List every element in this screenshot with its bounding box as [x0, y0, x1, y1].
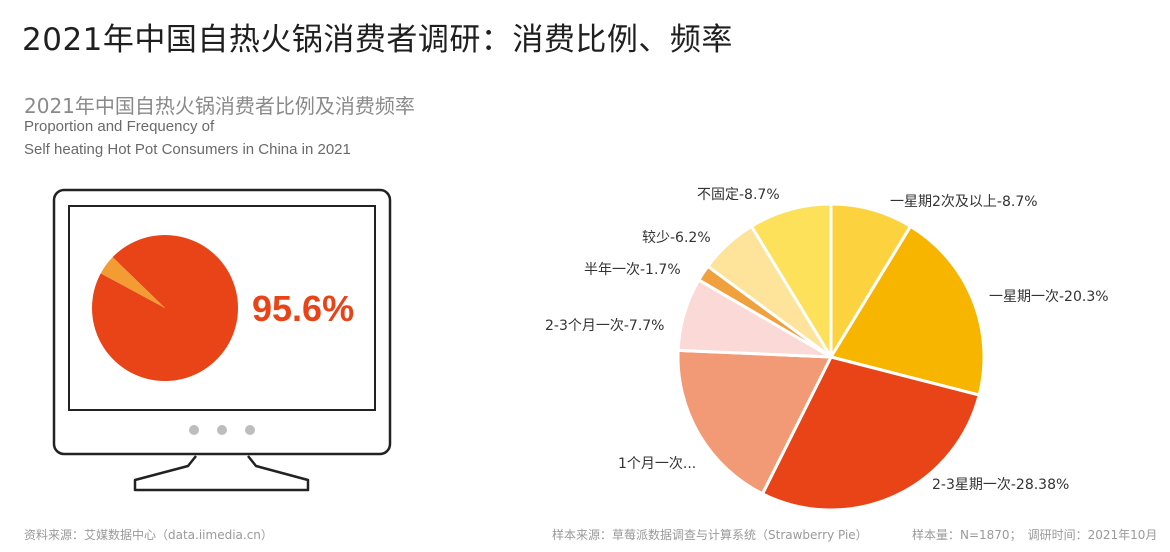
- frequency-slice-2: [760, 355, 981, 512]
- footer-sample-size: 样本量：N=1870； 调研时间：2021年10月: [912, 528, 1158, 542]
- monitor-dot: [217, 425, 227, 435]
- monitor-dot: [189, 425, 199, 435]
- frequency-slice-3: [676, 348, 833, 496]
- frequency-slice-1: [829, 224, 986, 397]
- chart-subtitle-en-line1: Proportion and Frequency of: [24, 118, 215, 135]
- page-title: 2021年中国自热火锅消费者调研：消费比例、频率: [22, 22, 733, 58]
- slice-label: 2-3星期一次-28.38%: [932, 477, 1070, 493]
- slice-label: 1个月一次...: [618, 456, 697, 472]
- slice-label: 一星期一次-20.3%: [989, 289, 1109, 305]
- chart-subtitle-en-line2: Self heating Hot Pot Consumers in China …: [24, 141, 351, 158]
- monitor-illustration: [52, 188, 392, 492]
- consumer-ratio-pie: [91, 234, 239, 381]
- non-consumer-slice: [100, 257, 165, 308]
- slice-label: 不固定-8.7%: [697, 187, 780, 203]
- consumer-slice: [91, 234, 239, 381]
- footer-source: 资料来源：艾媒数据中心（data.iimedia.cn）: [24, 528, 273, 542]
- slice-label: 2-3个月一次-7.7%: [545, 318, 665, 334]
- footer-sample-source: 样本来源：草莓派数据调查与计算系统（Strawberry Pie）: [552, 528, 868, 542]
- consumer-ratio-value: 95.6%: [252, 288, 355, 329]
- frequency-pie: [676, 202, 986, 512]
- slice-label: 一星期2次及以上-8.7%: [890, 194, 1038, 210]
- monitor-stand: [133, 455, 310, 492]
- monitor-dot: [245, 425, 255, 435]
- frequency-slice-7: [749, 202, 833, 359]
- slice-label: 半年一次-1.7%: [584, 262, 681, 278]
- frequency-slice-0: [829, 202, 913, 359]
- chart-subtitle: 2021年中国自热火锅消费者比例及消费频率: [24, 94, 415, 118]
- slice-label: 较少-6.2%: [642, 230, 711, 246]
